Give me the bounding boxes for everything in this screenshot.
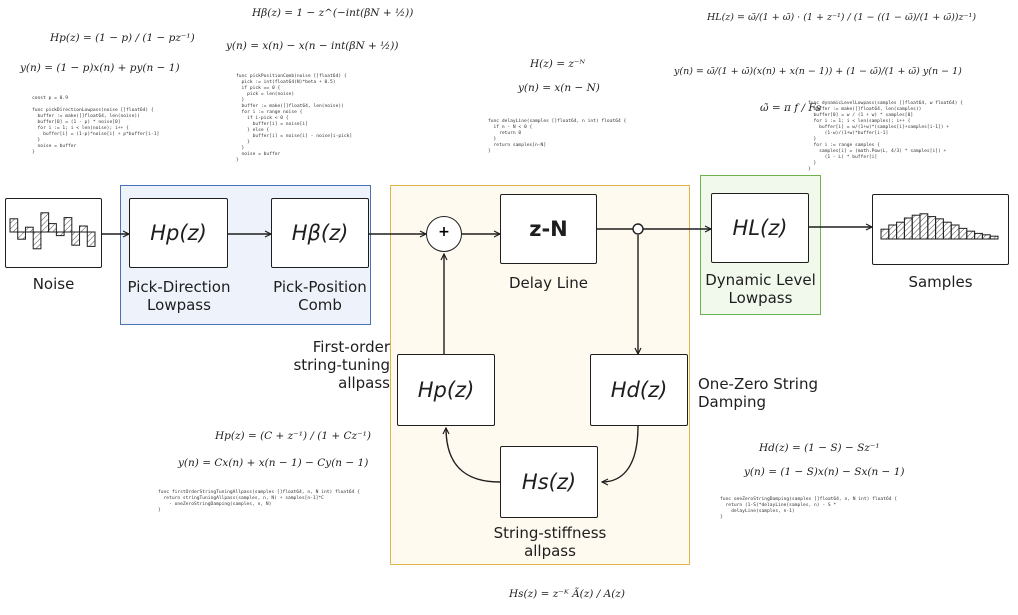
dynamic-level-lowpass-block: HL(z) [711,193,809,263]
wire-damping-to-stiffness [602,425,639,482]
pick-direction-label: Hp(z) [150,221,207,245]
noise-sample-bar [40,212,50,233]
output-sample-bar [981,234,991,240]
samples-caption: Samples [908,273,973,291]
string-tuning-code: func firstOrderStringTuningAllpass(sampl… [158,490,360,513]
hp-difference-equation: y(n) = (1 − p)x(n) + py(n − 1) [20,62,180,74]
summing-junction: + [426,216,462,252]
delay-line-block: z-N [500,194,597,264]
string-tuning-label: Hp(z) [417,378,475,402]
noise-block [5,198,102,268]
hp-transfer-equation: Hp(z) = (1 − p) / (1 − pz⁻¹) [50,32,195,44]
hbeta-difference-equation: y(n) = x(n) − x(n − int(βN + ½)) [226,40,399,52]
noise-sample-bar [79,225,88,233]
pick-position-label: Hβ(z) [291,221,349,245]
omega-equation: ω̃ = π f / Fs [760,102,822,114]
tuning-transfer-equation: Hp(z) = (C + z⁻¹) / (1 + Cz⁻¹) [215,430,371,442]
output-tap-node [632,223,644,235]
noise-sample-bar [24,226,34,233]
output-sample-bar [919,213,929,240]
noise-sample-bar [32,231,42,250]
noise-waveform [9,212,96,250]
string-stiffness-label: Hs(z) [521,470,577,494]
output-sample-bar [958,227,968,240]
noise-sample-bar [55,231,65,237]
dynamic-level-caption: Dynamic Level Lowpass [705,271,816,307]
hl-transfer-equation: HL(z) = ω̃/(1 + ω̃) · (1 + z⁻¹) / (1 − (… [707,12,977,23]
delay-transfer-equation: H(z) = z⁻ᴺ [530,58,586,70]
pick-position-code: func pickPositionComb(noise []float64) {… [236,74,353,163]
plus-icon: + [438,224,450,240]
pick-direction-code: const p = 0.9 func pickDirectionLowpass(… [32,96,160,155]
output-sample-bar [942,221,952,240]
output-sample-bar [911,214,921,240]
output-sample-bar [927,216,937,240]
delay-line-caption: Delay Line [508,274,589,292]
string-damping-label: Hd(z) [610,378,668,402]
string-tuning-allpass-block: Hp(z) [397,354,495,426]
noise-sample-bar [63,217,73,233]
noise-sample-bar [71,231,81,246]
noise-caption: Noise [32,275,75,293]
string-damping-caption: One-Zero String Damping [698,375,819,411]
damping-difference-equation: y(n) = (1 − S)x(n) − Sx(n − 1) [744,466,905,478]
noise-sample-bar [86,231,96,247]
string-tuning-caption: First-order string-tuning allpass [293,338,390,392]
output-sample-bar [935,218,944,240]
output-sample-bar [896,221,905,240]
hbeta-transfer-equation: Hβ(z) = 1 − z^(−int(βN + ½)) [252,7,414,19]
noise-sample-bar [17,231,26,240]
output-sample-bar [903,217,913,240]
pick-direction-caption: Pick-Direction Lowpass [127,278,231,314]
string-damping-block: Hd(z) [590,354,688,426]
dynamic-level-label: HL(z) [732,216,788,240]
samples-block [872,194,1009,265]
output-sample-bar [989,235,999,240]
string-damping-code: func oneZeroStringDamping(samples []floa… [720,497,898,520]
noise-sample-bar [48,223,57,233]
tuning-difference-equation: y(n) = Cx(n) + x(n − 1) − Cy(n − 1) [178,457,369,469]
samples-envelope [880,213,999,240]
pick-position-caption: Pick-Position Comb [273,278,367,314]
output-sample-bar [888,224,898,240]
delay-difference-equation: y(n) = x(n − N) [518,82,600,94]
wire-stiffness-to-tuning [446,428,501,483]
hl-difference-equation: y(n) = ω̃/(1 + ω̃)(x(n) + x(n − 1)) + (1… [674,66,962,77]
output-sample-bar [974,232,983,240]
stiffness-transfer-equation: Hs(z) = z⁻ᴷ Ã(z) / A(z) [509,588,625,600]
noise-sample-bar [9,218,19,233]
dynamic-level-code: func dynamicLevelLowpass(samples []float… [808,101,963,172]
pick-position-comb-block: Hβ(z) [271,198,369,268]
delay-line-code: func delayLine(samples []float64, n int)… [488,119,627,154]
output-sample-bar [966,230,976,240]
delay-line-label: z-N [529,217,568,241]
damping-transfer-equation: Hd(z) = (1 − S) − Sz⁻¹ [759,442,880,454]
string-stiffness-allpass-block: Hs(z) [500,446,598,518]
output-sample-bar [880,228,890,240]
output-sample-bar [950,224,960,240]
pick-direction-lowpass-block: Hp(z) [129,198,228,268]
string-stiffness-caption: String-stiffness allpass [493,524,607,560]
